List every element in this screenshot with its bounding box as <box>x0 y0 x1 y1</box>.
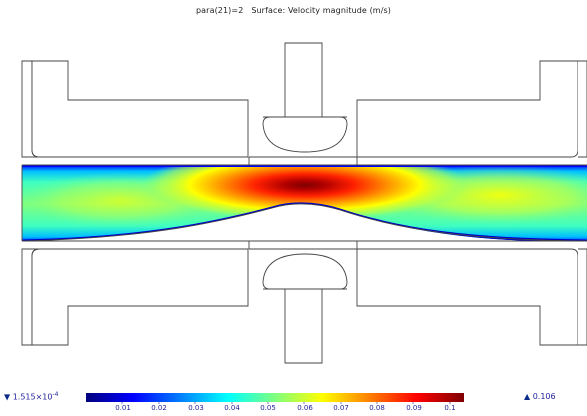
plot-surface-label: Surface: Velocity magnitude (m/s) <box>251 6 391 15</box>
lower-housing <box>21 248 587 346</box>
colorbar-tick-label: 0.02 <box>151 404 167 412</box>
colorbar-tick-label: 0.06 <box>297 404 313 412</box>
colorbar-tick-label: 0.09 <box>406 404 422 412</box>
velocity-field <box>22 165 587 241</box>
colorbar-max-label: ▲ 0.106 <box>524 392 556 401</box>
colorbar-ticks <box>121 402 451 404</box>
plot-parameter: para(21)=2 <box>196 6 244 15</box>
channel-outline <box>21 157 587 249</box>
triangle-down-icon: ▼ <box>4 392 11 402</box>
colorbar-tick-label: 0.05 <box>260 404 276 412</box>
upper-valve <box>262 42 348 153</box>
colorbar-tick-label: 0.1 <box>444 404 456 412</box>
colorbar-min-label: ▼ 1.515×10-4 <box>4 391 59 402</box>
colorbar-tick-label: 0.01 <box>115 404 131 412</box>
colorbar-tick-label: 0.03 <box>188 404 204 412</box>
colorbar <box>86 393 464 402</box>
upper-housing <box>21 60 587 158</box>
colorbar-tick-label: 0.08 <box>369 404 385 412</box>
lower-valve <box>262 253 348 364</box>
plot-title: para(21)=2 Surface: Velocity magnitude (… <box>0 6 587 15</box>
colorbar-tick-label: 0.04 <box>224 404 240 412</box>
triangle-up-icon: ▲ <box>524 392 531 401</box>
colorbar-tick-label: 0.07 <box>333 404 349 412</box>
